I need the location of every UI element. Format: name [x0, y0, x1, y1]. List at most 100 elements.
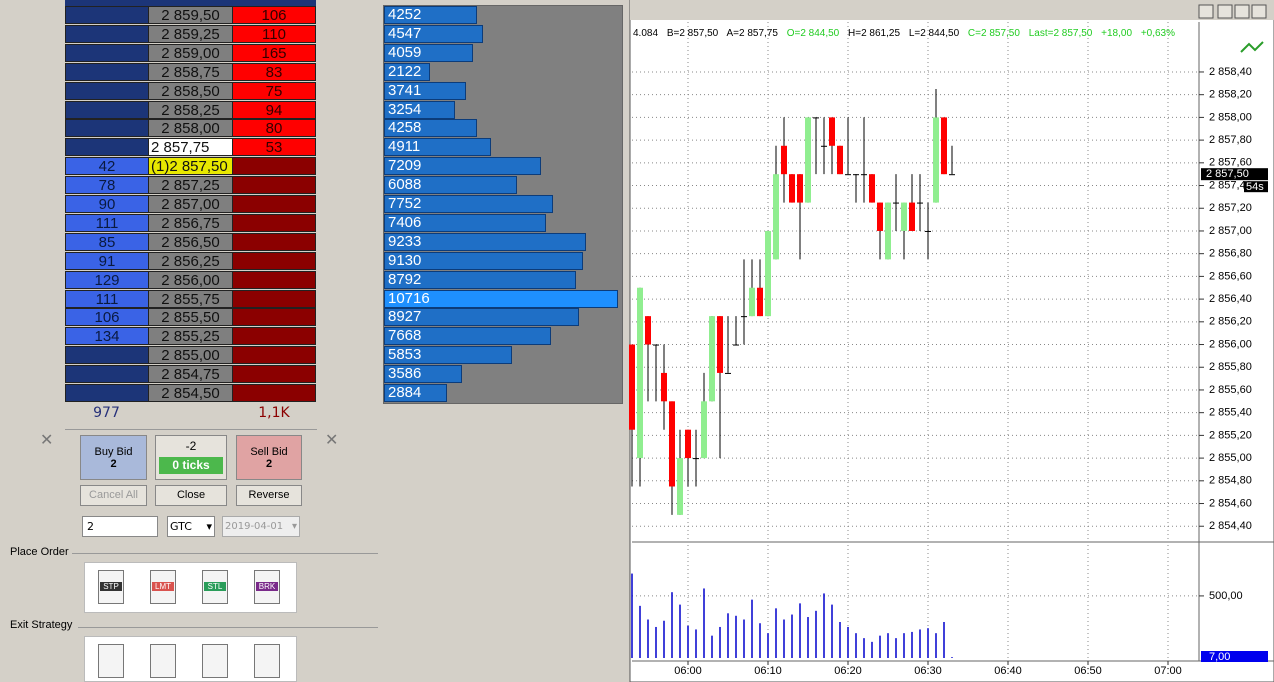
quantity-input[interactable]: 2 — [82, 516, 158, 537]
info-item: L=2 844,50 — [908, 28, 960, 39]
candle-body — [709, 316, 715, 402]
price-cell: 2 855,50 — [148, 308, 233, 327]
bid-cell: 129 — [65, 270, 149, 289]
profile-bar: 7406 — [384, 213, 546, 232]
buy-bid-button[interactable]: Buy Bid 2 — [80, 435, 147, 480]
price-cell: 2 855,75 — [148, 289, 233, 308]
profile-value: 7209 — [388, 157, 422, 175]
profile-value: 5853 — [388, 346, 422, 364]
y-tick-label: 2 854,40 — [1209, 520, 1252, 532]
profile-value: 4547 — [388, 24, 422, 42]
profile-bar: 3741 — [384, 81, 466, 100]
candle-body — [877, 202, 883, 231]
position-box: -2 0 ticks — [155, 435, 227, 480]
profile-value: 7668 — [388, 327, 422, 345]
candle-body — [845, 174, 851, 176]
ask-cell: 110 — [232, 24, 316, 43]
sell-count: 2 — [265, 458, 273, 470]
ask-cell — [232, 251, 316, 270]
ask-cell: 165 — [232, 43, 316, 62]
candle-body — [749, 287, 755, 317]
candle-body — [645, 316, 651, 345]
minimize-button[interactable] — [1217, 4, 1233, 19]
sell-bid-button[interactable]: Sell Bid 2 — [236, 435, 302, 480]
exit-strategy-button[interactable] — [98, 644, 124, 678]
order-type-button[interactable]: BRK — [254, 570, 280, 604]
profile-value: 8792 — [388, 270, 422, 288]
exit-strategy-button[interactable] — [254, 644, 280, 678]
price-cell: 2 857,00 — [148, 195, 233, 213]
countdown: 54s — [1246, 181, 1264, 193]
order-type-button[interactable]: STL — [202, 570, 228, 604]
candle-body — [805, 117, 811, 203]
chart-icon[interactable] — [1240, 41, 1264, 53]
candle-body — [941, 117, 947, 175]
ladder-header — [65, 0, 316, 6]
candle-body — [765, 230, 771, 317]
y-tick-label: 2 856,60 — [1209, 270, 1252, 282]
total-ask: 1,1K — [258, 405, 290, 421]
price-cell: 2 859,00 — [148, 43, 233, 62]
candle-body — [733, 344, 739, 346]
order-type-label: STP — [100, 582, 122, 591]
candle-body — [797, 174, 803, 203]
x-tick-label: 06:50 — [1074, 665, 1102, 677]
total-bid: 977 — [93, 405, 120, 421]
candle-body — [669, 401, 675, 487]
tif-select[interactable]: GTC ▾ — [167, 516, 215, 537]
y-tick-label: 2 856,00 — [1209, 338, 1252, 350]
close-left[interactable]: ✕ — [40, 430, 54, 449]
candle-body — [893, 202, 899, 204]
exit-strategy-title: Exit Strategy — [10, 619, 73, 631]
candle-body — [701, 401, 707, 459]
date: 2019-04-01 — [225, 521, 284, 532]
order-type-button[interactable]: STP — [98, 570, 124, 604]
y-tick-label: 2 857,00 — [1209, 225, 1252, 237]
price-cell: (1)2 857,50 — [148, 157, 233, 176]
price-cell: 2 856,50 — [148, 232, 233, 251]
candle-body — [677, 458, 683, 515]
cancel-all-button[interactable]: Cancel All — [80, 485, 147, 506]
reverse-button[interactable]: Reverse — [236, 485, 302, 506]
profile-value: 10716 — [388, 289, 430, 307]
last-price-box — [1201, 168, 1268, 181]
exit-strategy-button[interactable] — [150, 644, 176, 678]
profile-value: 2884 — [388, 384, 422, 401]
price-cell: 2 856,00 — [148, 270, 233, 289]
bid-cell: 134 — [65, 327, 149, 346]
close-button[interactable]: Close — [155, 485, 227, 506]
info-item: +18,00 — [1101, 28, 1133, 39]
ask-cell: 83 — [232, 62, 316, 81]
bid-cell: 90 — [65, 195, 149, 213]
ask-cell — [232, 213, 316, 232]
candle-body — [837, 145, 843, 175]
profile-bar: 3254 — [384, 100, 456, 119]
date-select[interactable]: 2019-04-01 ▾ — [222, 516, 300, 537]
close-button[interactable] — [1251, 4, 1267, 19]
ask-cell — [232, 384, 316, 402]
chart-info: 4.084 B=2 857,50 A=2 857,75 O=2 844,50 H… — [633, 28, 1181, 39]
window-icon[interactable] — [1198, 4, 1214, 19]
exit-strategy-button[interactable] — [202, 644, 228, 678]
last-volume-label: 7,00 — [1209, 651, 1230, 663]
y-tick-label: 2 858,00 — [1209, 111, 1252, 123]
quantity: 2 — [87, 520, 94, 533]
profile-value: 6088 — [388, 176, 422, 194]
candle-body — [885, 202, 891, 260]
info-item: C=2 857,50 — [967, 28, 1020, 39]
profile-value: 7752 — [388, 195, 422, 212]
last-volume-box — [1201, 651, 1268, 662]
profile-bar: 4252 — [384, 6, 477, 24]
ask-cell — [232, 308, 316, 327]
position: -2 — [185, 439, 197, 453]
price-cell: 2 859,50 — [148, 6, 233, 24]
separator — [78, 627, 378, 628]
ask-cell: 75 — [232, 81, 316, 100]
maximize-button[interactable] — [1234, 4, 1250, 19]
candle-body — [693, 458, 699, 460]
order-type-button[interactable]: LMT — [150, 570, 176, 604]
x-tick-label: 06:40 — [994, 665, 1022, 677]
close-right[interactable]: ✕ — [325, 430, 339, 449]
